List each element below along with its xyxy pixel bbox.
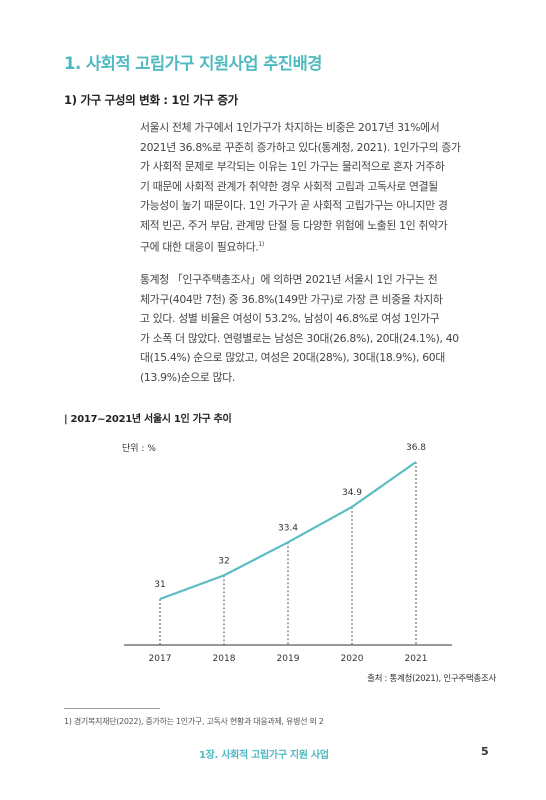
footnote-divider (64, 708, 160, 709)
chart-source: 출처 : 통계청(2021), 인구주택총조사 (367, 674, 496, 684)
x-tick-label: 2019 (277, 654, 300, 664)
section-heading: 1. 사회적 고립가구 지원사업 추진배경 (64, 54, 322, 73)
paragraph-2-line: 체가구(404만 7천) 중 36.8%(149만 가구)로 가장 큰 비중을 … (140, 292, 443, 306)
paragraph-1-line: 구에 대한 대응이 필요하다.1) (140, 235, 494, 257)
paragraph-2-line: 고 있다. 성별 비율은 여성이 53.2%, 남성이 46.8%로 여성 1인… (140, 312, 440, 325)
chart-title-prefix: | (64, 414, 68, 425)
page-number: 5 (481, 745, 489, 758)
paragraph-2-line: 대(15.4%) 순으로 많았고, 여성은 20대(28%), 30대(18.9… (140, 351, 446, 364)
paragraph-1: 서울시 전체 가구에서 1인가구가 차지하는 비중은 2017년 31%에서 2… (140, 118, 494, 257)
data-label: 31 (154, 580, 165, 590)
footnote: 1) 경기복지재단(2022), 증가하는 1인가구, 고독사 현황과 대응과제… (64, 717, 324, 726)
paragraph-1-line: 2021년 36.8%로 꾸준히 증가하고 있다(통계청, 2021). 1인가… (140, 140, 461, 154)
chart-title-text: 2017~2021년 서울시 1인 가구 추이 (70, 414, 232, 425)
paragraph-2-line: 통계청 「인구주택총조사」에 의하면 2021년 서울시 1인 가구는 전 (140, 273, 438, 286)
paragraph-1-line: 기 때문에 사회적 관계가 취약한 경우 사회적 고립과 고독사로 연결될 (140, 179, 438, 193)
paragraph-2-line: (13.9%)순으로 많다. (140, 370, 236, 384)
paragraph-2-line: 가 소폭 더 많았다. 연령별로는 남성은 30대(26.8%), 20대(24… (140, 331, 459, 345)
paragraph-1-last-text: 구에 대한 대응이 필요하다. (140, 240, 259, 254)
chart-unit-label: 단위 : % (122, 444, 156, 454)
paragraph-1-line: 제적 빈곤, 주거 부담, 관계망 단절 등 다양한 위험에 노출된 1인 취약… (140, 218, 448, 232)
chart-title: | 2017~2021년 서울시 1인 가구 추이 (64, 410, 232, 425)
footnote-reference: 1) (258, 241, 265, 248)
series-line (159, 461, 417, 601)
data-label: 32 (218, 556, 229, 566)
x-tick-label: 2018 (213, 654, 236, 664)
x-tick-label: 2020 (341, 654, 364, 664)
paragraph-1-line: 가 사회적 문제로 부각되는 이유는 1인 가구는 물리적으로 혼자 거주하 (140, 160, 445, 173)
data-label: 36.8 (406, 443, 426, 453)
subsection-heading: 1) 가구 구성의 변화 : 1인 가구 증가 (64, 93, 238, 107)
data-label: 34.9 (342, 488, 362, 498)
data-label: 33.4 (278, 523, 298, 533)
x-tick-label: 2021 (405, 654, 428, 664)
paragraph-2: 통계청 「인구주택총조사」에 의하면 2021년 서울시 1인 가구는 전 체가… (140, 270, 494, 387)
footer-chapter: 1장. 사회적 고립가구 지원 사업 (199, 750, 329, 761)
paragraph-1-line: 서울시 전체 가구에서 1인가구가 차지하는 비중은 2017년 31%에서 (140, 121, 440, 134)
x-tick-label: 2017 (149, 654, 172, 664)
paragraph-1-line: 가능성이 높기 때문이다. 1인 가구가 곧 사회적 고립가구는 아니지만 경 (140, 199, 448, 212)
